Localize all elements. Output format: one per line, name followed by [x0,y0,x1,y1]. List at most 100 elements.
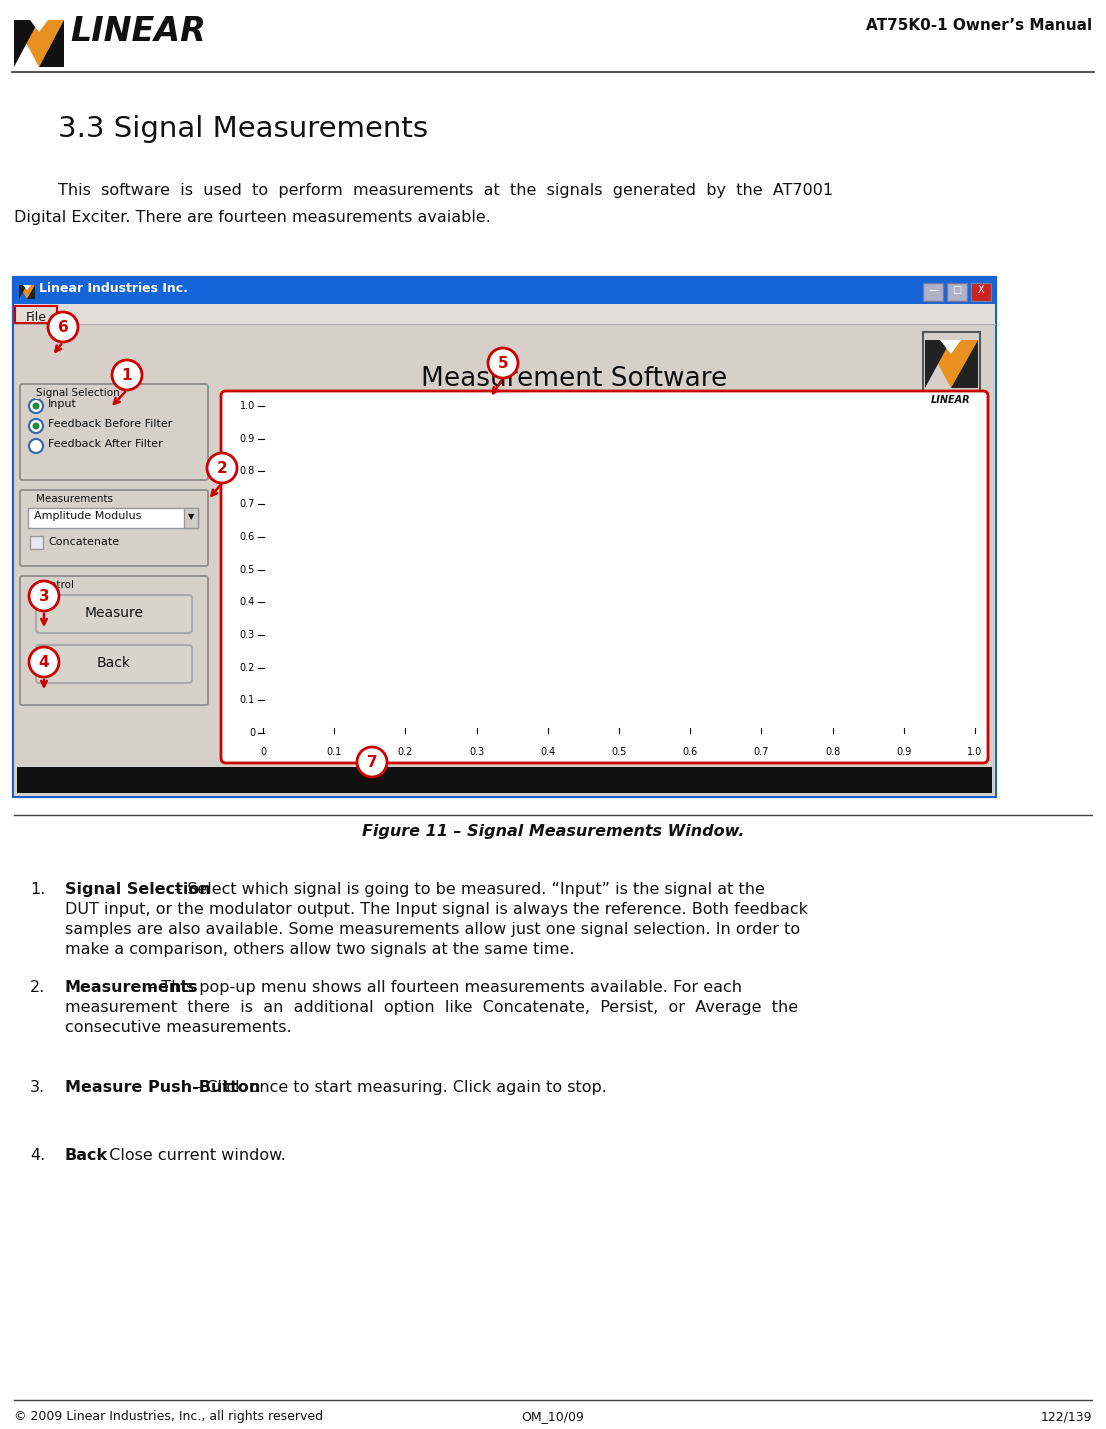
Text: 4: 4 [39,654,50,670]
Text: Input: Input [48,399,77,409]
Text: X: X [978,284,984,294]
Text: 122/139: 122/139 [1041,1410,1092,1423]
Text: 1.0: 1.0 [240,402,255,412]
Text: Measurements: Measurements [65,980,199,995]
Circle shape [48,312,79,342]
Text: 0.3: 0.3 [240,630,255,640]
Text: AT75K0-1 Owner’s Manual: AT75K0-1 Owner’s Manual [866,19,1092,33]
Text: – Select which signal is going to be measured. “Input” is the signal at the: – Select which signal is going to be mea… [169,882,765,897]
Text: 0.6: 0.6 [682,747,698,757]
Text: File: File [25,312,46,324]
Text: measurement  there  is  an  additional  option  like  Concatenate,  Persist,  or: measurement there is an additional optio… [65,1000,799,1015]
Circle shape [29,647,59,677]
Text: 0.4: 0.4 [540,747,555,757]
Text: LINEAR: LINEAR [931,394,971,404]
Text: 0.8: 0.8 [825,747,841,757]
Text: 0: 0 [260,747,267,757]
Circle shape [29,399,43,413]
Polygon shape [19,284,27,299]
Text: This  software  is  used  to  perform  measurements  at  the  signals  generated: This software is used to perform measure… [58,183,833,199]
Text: 0: 0 [249,727,255,737]
Polygon shape [951,340,978,389]
Text: Measurements: Measurements [36,494,113,504]
Text: □: □ [952,284,961,294]
Circle shape [488,349,518,379]
Text: 0.4: 0.4 [240,597,255,607]
Bar [14,304,995,324]
Bar [184,507,198,527]
Text: DUT input, or the modulator output. The Input signal is always the reference. Bo: DUT input, or the modulator output. The … [65,902,808,917]
Text: 1: 1 [122,367,133,383]
Text: consecutive measurements.: consecutive measurements. [65,1020,292,1035]
Circle shape [357,747,387,777]
Text: Measurement Software: Measurement Software [421,366,728,392]
Text: 0.5: 0.5 [612,747,627,757]
Text: 1.0: 1.0 [968,747,982,757]
Text: Control: Control [36,580,74,590]
Text: 2.: 2. [30,980,45,995]
Bar [14,279,995,304]
Text: make a comparison, others allow two signals at the same time.: make a comparison, others allow two sign… [65,942,574,957]
Text: 3.: 3. [30,1080,45,1095]
Circle shape [29,419,43,433]
Text: Measure Push-Button: Measure Push-Button [65,1080,260,1095]
Text: 4.: 4. [30,1147,45,1163]
Polygon shape [39,20,64,67]
Text: Amplitude Modulus: Amplitude Modulus [34,512,142,522]
Text: 3: 3 [39,589,50,603]
Bar [924,332,980,397]
Text: 5: 5 [498,356,509,370]
Bar [28,507,198,527]
Text: Feedback Before Filter: Feedback Before Filter [48,419,173,429]
Polygon shape [19,284,35,299]
Text: 0.5: 0.5 [240,564,255,574]
FancyBboxPatch shape [15,306,58,323]
Bar [14,324,995,796]
Bar [947,283,967,302]
Text: – Close current window.: – Close current window. [91,1147,285,1163]
Text: 0.7: 0.7 [753,747,769,757]
Text: —: — [928,284,938,294]
Text: Figure 11 – Signal Measurements Window.: Figure 11 – Signal Measurements Window. [362,825,744,839]
Text: 0.7: 0.7 [240,499,255,509]
Bar [971,283,991,302]
Text: 3.3 Signal Measurements: 3.3 Signal Measurements [58,114,428,143]
Text: ▼: ▼ [188,512,195,522]
FancyBboxPatch shape [36,594,192,633]
Text: – This pop-up menu shows all fourteen measurements available. For each: – This pop-up menu shows all fourteen me… [143,980,742,995]
Text: Signal Selection: Signal Selection [36,389,119,399]
Text: Signal Selection: Signal Selection [65,882,211,897]
Circle shape [32,423,40,430]
Text: samples are also available. Some measurements allow just one signal selection. I: samples are also available. Some measure… [65,922,800,937]
FancyBboxPatch shape [20,384,208,480]
Circle shape [29,582,59,612]
Text: 0.8: 0.8 [240,466,255,476]
Bar [14,279,995,796]
FancyBboxPatch shape [221,392,988,763]
Text: Measure: Measure [84,606,144,620]
Text: 0.1: 0.1 [326,747,342,757]
Circle shape [112,360,142,390]
Text: 0.6: 0.6 [240,532,255,542]
Text: 0.9: 0.9 [896,747,911,757]
Circle shape [32,403,40,410]
Polygon shape [940,340,961,354]
Text: 7: 7 [367,755,377,769]
FancyBboxPatch shape [36,644,192,683]
Text: 6: 6 [58,320,69,334]
Text: © 2009 Linear Industries, Inc., all rights reserved: © 2009 Linear Industries, Inc., all righ… [14,1410,323,1423]
Circle shape [207,453,237,483]
Text: 0.3: 0.3 [469,747,484,757]
Text: Feedback After Filter: Feedback After Filter [48,439,163,449]
Text: Back: Back [65,1147,108,1163]
Polygon shape [30,20,48,31]
Circle shape [29,439,43,453]
Polygon shape [14,20,39,67]
Polygon shape [925,340,978,389]
Polygon shape [27,284,35,299]
Text: 0.2: 0.2 [240,663,255,673]
Text: 1.: 1. [30,882,45,897]
Bar [17,767,992,793]
Polygon shape [14,20,64,67]
Text: 0.9: 0.9 [240,433,255,443]
